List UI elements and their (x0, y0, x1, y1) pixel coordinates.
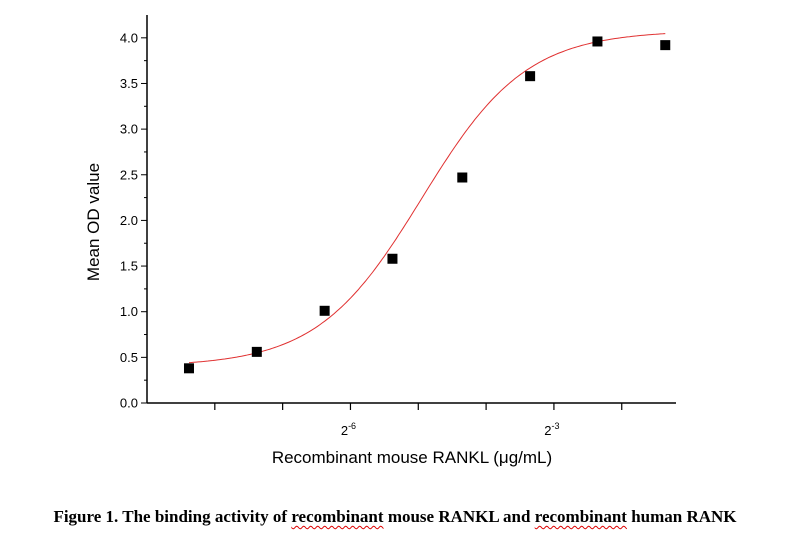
data-point (457, 172, 468, 183)
axes: 0.0 0.5 1.0 1.5 2.0 2.5 3.0 3.5 4.0 2-6 2-3 (120, 15, 676, 438)
y-tick-label: 2.0 (120, 213, 138, 228)
x-tick-label: 2-6 (341, 421, 356, 438)
data-point (183, 363, 194, 374)
caption-suffix: human RANK (626, 507, 737, 526)
chart: 0.0 0.5 1.0 1.5 2.0 2.5 3.0 3.5 4.0 2-6 2-3 Recomb… (84, 15, 676, 467)
data-point (525, 71, 536, 82)
y-tick-label: 2.5 (120, 167, 138, 182)
data-point (387, 253, 398, 264)
y-axis-title: Mean OD value (84, 163, 103, 281)
x-axis-title: Recombinant mouse RANKL (μg/mL) (272, 448, 552, 467)
data-point (660, 40, 671, 51)
y-tick-label: 0.5 (120, 350, 138, 365)
data-point (592, 36, 603, 47)
x-tick-label: 2-3 (544, 421, 559, 438)
y-tick-label: 0.0 (120, 396, 138, 411)
data-point (319, 305, 330, 316)
fit-curve (188, 33, 666, 364)
caption-prefix: Figure 1. The binding activity of (53, 507, 292, 526)
caption-word-recombinant-2: recombinant (534, 507, 627, 526)
y-tick-label: 3.0 (120, 122, 138, 137)
caption-middle: mouse RANKL and (383, 507, 535, 526)
caption-word-recombinant-1: recombinant (291, 507, 384, 526)
y-tick-label: 1.0 (120, 304, 138, 319)
figure-caption: Figure 1. The binding activity of recomb… (0, 502, 790, 532)
y-tick-label: 4.0 (120, 30, 138, 45)
y-tick-label: 1.5 (120, 259, 138, 274)
data-points (183, 36, 671, 374)
data-point (251, 346, 262, 357)
y-tick-label: 3.5 (120, 76, 138, 91)
